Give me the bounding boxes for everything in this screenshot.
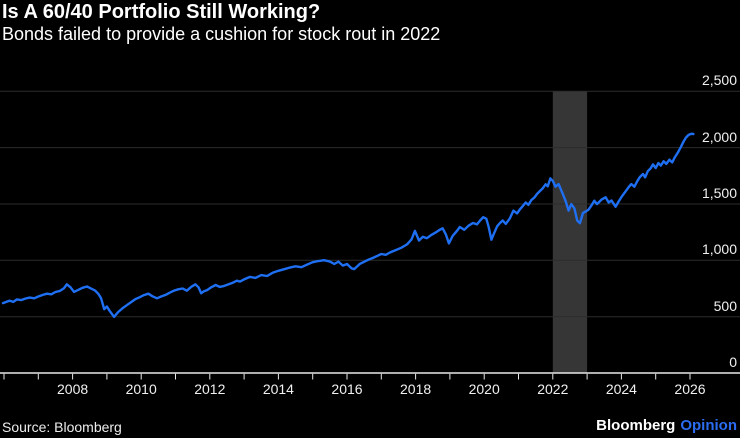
x-axis-label-2008: 2008 xyxy=(57,381,89,397)
x-axis-label-2026: 2026 xyxy=(674,381,706,397)
brand-logo: Bloomberg Opinion xyxy=(596,417,737,434)
y-axis-label-2000: 2,000 xyxy=(701,128,737,145)
x-axis-label-2010: 2010 xyxy=(125,381,157,397)
source-note: Source: Bloomberg xyxy=(2,419,122,435)
x-axis-label-2022: 2022 xyxy=(537,381,569,397)
y-axis-label-0: 0 xyxy=(729,354,737,370)
x-axis-label-2020: 2020 xyxy=(468,381,500,397)
portfolio-line-series xyxy=(1,132,695,319)
y-axis-label-2500: 2,500 xyxy=(701,72,737,89)
y-axis-label-1000: 1,000 xyxy=(701,241,737,258)
x-axis-label-2012: 2012 xyxy=(194,381,226,397)
x-axis-label-2024: 2024 xyxy=(605,381,637,397)
chart-title: Is A 60/40 Portfolio Still Working? xyxy=(2,1,321,23)
x-axis-label-2016: 2016 xyxy=(331,381,363,397)
highlight-band-2022 xyxy=(552,91,588,374)
chart-subtitle: Bonds failed to provide a cushion for st… xyxy=(2,24,441,44)
y-axis-label-500: 500 xyxy=(713,297,737,314)
brand-bloomberg: Bloomberg xyxy=(596,417,676,434)
x-axis-label-2018: 2018 xyxy=(400,381,432,397)
brand-opinion: Opinion xyxy=(680,417,737,434)
x-axis-label-2014: 2014 xyxy=(262,381,294,397)
y-axis-label-1500: 1,500 xyxy=(701,185,737,201)
